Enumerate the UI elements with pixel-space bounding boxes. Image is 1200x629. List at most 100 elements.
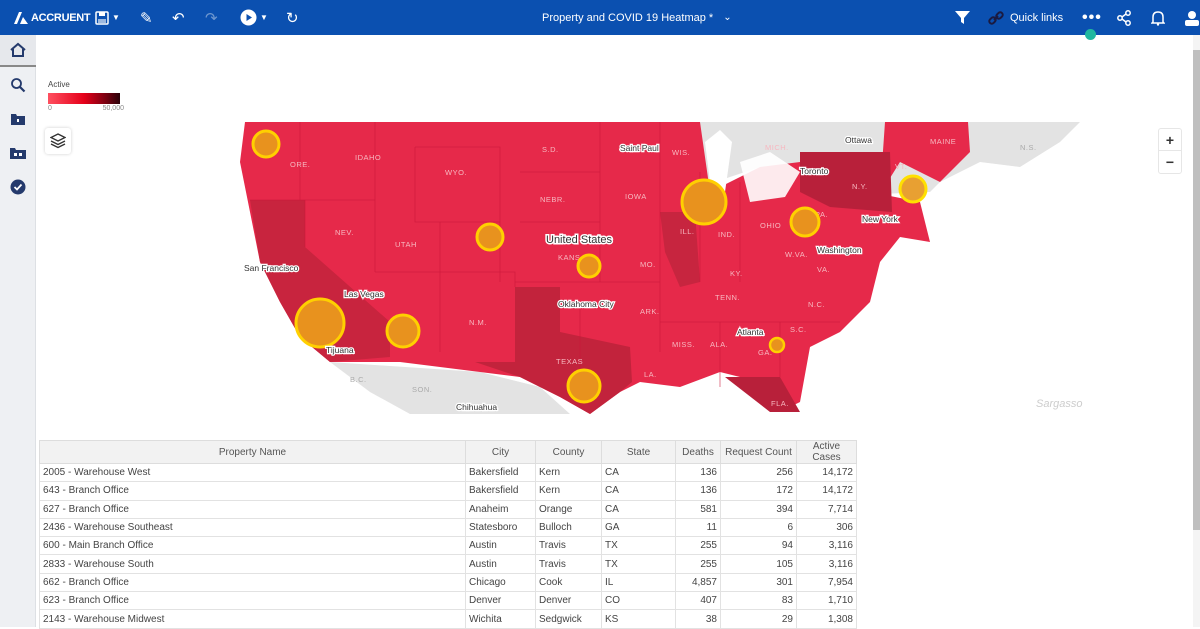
column-header-county[interactable]: County (535, 440, 602, 464)
zoom-out-button[interactable]: − (1165, 154, 1175, 170)
map-zoom-control: + − (1158, 128, 1182, 174)
state-label: KY. (730, 269, 743, 278)
layers-button[interactable] (45, 128, 71, 154)
marker-layer[interactable] (251, 129, 928, 404)
user-avatar[interactable] (1184, 0, 1200, 35)
refresh-button[interactable]: ↻ (286, 0, 299, 35)
more-options-button[interactable]: ••• (1082, 0, 1102, 35)
share-button[interactable] (1116, 0, 1132, 35)
cell-request-count: 394 (720, 499, 797, 519)
state-label: ALA. (710, 340, 728, 349)
map-marker[interactable] (385, 313, 421, 349)
accruent-logo-icon (14, 11, 28, 24)
table-row[interactable]: 2005 - Warehouse West Bakersfield Kern CA 13… (39, 462, 857, 483)
state-label: N.M. (469, 318, 487, 327)
map-marker[interactable] (789, 206, 821, 238)
map-marker[interactable] (251, 129, 281, 159)
top-toolbar: ACCRUENT ▼ ✎ ↶ ↷ ▼ ↻ Property and COVID … (0, 0, 1200, 35)
city-label: San Francisco (244, 263, 299, 273)
map-marker[interactable] (294, 297, 346, 349)
search-icon (11, 78, 26, 93)
cell-active-cases: 306 (796, 517, 857, 538)
left-sidebar (0, 35, 36, 627)
sidebar-item-search[interactable] (0, 69, 36, 101)
column-header-active-cases[interactable]: Active Cases (796, 440, 857, 464)
map-marker[interactable] (768, 336, 786, 354)
legend-title: Active (48, 80, 70, 89)
table-row[interactable]: 2833 - Warehouse South Austin Travis TX 255 1… (39, 554, 857, 574)
save-button[interactable]: ▼ (95, 0, 120, 35)
layers-icon (50, 133, 66, 149)
city-labels: San Francisco Las Vegas Tijuana Chihuahu… (243, 134, 900, 414)
city-label: Las Vegas (344, 289, 384, 299)
sidebar-item-team-content[interactable] (0, 137, 36, 169)
state-label: N.C. (808, 300, 825, 309)
refresh-icon: ↻ (286, 9, 299, 27)
table-row[interactable]: 643 - Branch Office Bakersfield Kern CA 136 1… (39, 481, 857, 501)
sidebar-item-recent[interactable] (0, 171, 36, 203)
state-label: VT. (895, 162, 907, 171)
state-label: LA. (644, 370, 657, 379)
country-label: United States (546, 234, 613, 246)
redo-button[interactable]: ↷ (205, 0, 218, 35)
legend-color-scale (48, 93, 120, 104)
cell-state: KS (601, 609, 676, 629)
undo-button[interactable]: ↶ (172, 0, 185, 35)
column-header-deaths[interactable]: Deaths (675, 440, 721, 464)
column-header-state[interactable]: State (601, 440, 676, 464)
cell-deaths: 38 (675, 609, 721, 629)
notifications-button[interactable] (1151, 0, 1165, 35)
table-row[interactable]: 662 - Branch Office Chicago Cook IL 4,857 301… (39, 572, 857, 593)
map-marker[interactable] (475, 222, 505, 252)
map-marker[interactable] (576, 253, 602, 279)
state-label: WYO. (445, 168, 467, 177)
chevron-down-icon[interactable]: ▼ (112, 13, 120, 22)
table-row[interactable]: 600 - Main Branch Office Austin Travis TX 25… (39, 536, 857, 556)
state-label: B.C. (350, 375, 367, 384)
state-label: S.C. (790, 325, 807, 334)
sidebar-item-my-content[interactable] (0, 103, 36, 135)
cell-request-count: 6 (720, 517, 797, 538)
chevron-down-icon[interactable]: ▼ (260, 13, 268, 22)
state-label: VA. (817, 265, 830, 274)
heatmap-map[interactable]: ORE. IDAHO WYO. S.D. NEV. UTAH NEBR. IOW… (240, 122, 1080, 414)
zoom-in-button[interactable]: + (1159, 129, 1181, 151)
legend-min: 0 (48, 105, 52, 112)
state-labels: ORE. IDAHO WYO. S.D. NEV. UTAH NEBR. IOW… (290, 137, 1036, 408)
scrollbar-thumb[interactable] (1193, 50, 1200, 530)
cell-property-name: 2005 - Warehouse West (39, 462, 466, 483)
report-title-dropdown[interactable]: Property and COVID 19 Heatmap * ⌄ (542, 0, 732, 35)
sidebar-item-home[interactable] (0, 35, 36, 67)
run-button[interactable]: ▼ (240, 0, 268, 35)
state-label: N.Y. (852, 182, 868, 191)
table-row[interactable]: 2143 - Warehouse Midwest Wichita Sedgwick K… (39, 609, 857, 629)
cell-deaths: 581 (675, 499, 721, 519)
user-icon (1185, 10, 1199, 26)
cell-city: Anaheim (465, 499, 536, 519)
edit-button[interactable]: ✎ (140, 0, 153, 35)
filter-button[interactable] (955, 0, 970, 35)
check-circle-icon (10, 179, 26, 195)
property-table: Property Name City County State Deaths R… (39, 440, 857, 629)
column-header-city[interactable]: City (465, 440, 536, 464)
home-icon (10, 42, 26, 57)
state-label: MAINE (930, 137, 956, 146)
state-label: GA. (758, 348, 772, 357)
map-legend: Active 0 50,000 (48, 80, 124, 112)
city-label: Chihuahua (456, 402, 497, 412)
map-marker[interactable] (898, 174, 928, 204)
undo-icon: ↶ (172, 9, 185, 27)
cell-property-name: 600 - Main Branch Office (39, 536, 466, 556)
cell-property-name: 2143 - Warehouse Midwest (39, 609, 466, 629)
quick-links-button[interactable]: Quick links (988, 0, 1063, 35)
column-header-property-name[interactable]: Property Name (39, 440, 466, 464)
city-label: New York (862, 214, 899, 224)
table-row[interactable]: 627 - Branch Office Anaheim Orange CA 581 394… (39, 499, 857, 519)
map-marker[interactable] (680, 178, 728, 226)
table-row[interactable]: 623 - Branch Office Denver Denver CO 407 83 1,… (39, 591, 857, 611)
cell-request-count: 256 (720, 462, 797, 483)
state-label: IND. (718, 230, 735, 239)
column-header-request-count[interactable]: Request Count (720, 440, 797, 464)
map-marker[interactable] (566, 368, 602, 404)
table-row[interactable]: 2436 - Warehouse Southeast Statesboro Bull… (39, 517, 857, 538)
